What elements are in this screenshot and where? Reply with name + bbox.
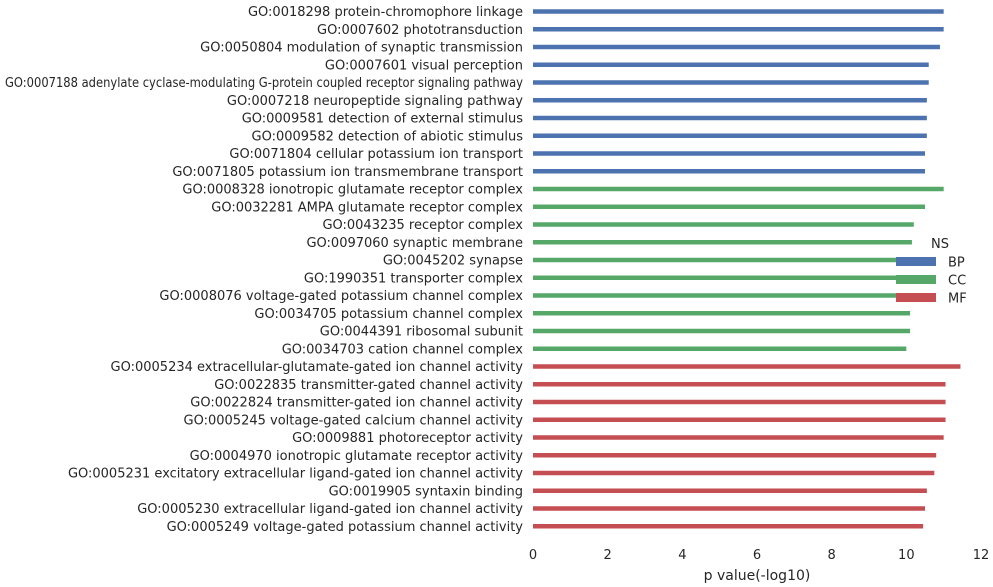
bar-bp [533,27,944,32]
category-label: GO:0005230 extracellular ligand-gated io… [137,502,523,517]
bar-bp [533,9,944,14]
bar-bp [533,115,927,121]
category-label: GO:0050804 modulation of synaptic transm… [200,41,523,56]
bar-bp [533,98,927,103]
category-label: GO:0008328 ionotropic glutamate receptor… [182,183,523,198]
bar-cc [533,275,911,280]
x-tick-label: 4 [678,548,686,563]
category-label: GO:0045202 synapse [383,254,523,269]
bar-cc [533,204,925,209]
category-label: GO:0022824 transmitter-gated ion channel… [190,396,523,411]
category-label: GO:0009581 detection of external stimulu… [242,112,524,127]
category-label: GO:0008076 voltage-gated potassium chann… [159,289,523,304]
x-tick-label: 0 [529,548,537,563]
category-label: GO:0034705 potassium channel complex [254,307,523,322]
category-label: GO:0009582 detection of abiotic stimulus [252,129,524,144]
bar-bp [533,133,927,138]
category-label: GO:0007602 phototransduction [317,23,523,38]
bar-cc [533,222,914,227]
bar-mf [533,453,937,458]
category-label: GO:0071805 potassium ion transmembrane t… [172,165,523,180]
category-label: GO:0043235 receptor complex [322,218,523,233]
bar-mf [533,470,935,476]
legend-swatch-mf [896,293,936,302]
category-label: GO:0007218 neuropeptide signaling pathwa… [227,94,523,109]
legend-entries: BP CC MF [896,256,967,307]
legend-title: NS [931,237,949,252]
legend: NS BP CC MF [896,237,967,307]
category-label: GO:0019905 syntaxin binding [329,484,523,499]
category-label: GO:1990351 transporter complex [304,271,523,286]
legend-label-mf: MF [948,292,967,307]
bar-mf [533,417,946,422]
category-label: GO:0005231 excitatory extracellular liga… [68,467,523,482]
bar-cc [533,328,911,334]
x-tick-label: 8 [828,548,836,563]
bar-cc [533,346,907,351]
category-label: GO:0004970 ionotropic glutamate receptor… [190,449,524,464]
bar-mf [533,364,961,369]
bar-cc [533,311,911,316]
x-axis: 0 2 4 6 8 10 12 [529,548,989,563]
bar-bp [533,169,925,174]
x-tick-label: 12 [973,548,990,563]
category-label: GO:0018298 protein-chromophore linkage [248,5,523,20]
bar-bp [533,62,929,67]
bar-cc [533,293,911,298]
legend-swatch-bp [896,257,936,266]
category-label: GO:0005249 voltage-gated potassium chann… [167,520,524,535]
category-label: GO:0071804 cellular potassium ion transp… [229,147,523,162]
category-label: GO:0022835 transmitter-gated channel act… [214,378,523,393]
x-tick-label: 6 [753,548,761,563]
bar-bp [533,151,925,156]
bar-mf [533,524,924,529]
bar-bp [533,80,929,85]
bars-layer [533,9,961,529]
bar-mf [533,382,946,387]
category-label: GO:0005245 voltage-gated calcium channel… [184,413,524,428]
category-label: GO:0005234 extracellular-glutamate-gated… [111,360,524,375]
legend-label-cc: CC [948,274,966,289]
category-label: GO:0097060 synaptic membrane [306,236,523,251]
bar-cc [533,240,912,245]
legend-label-bp: BP [948,256,965,271]
x-axis-title: p value(-log10) [704,568,811,584]
bar-bp [533,44,940,50]
category-labels: GO:0018298 protein-chromophore linkage GO… [5,5,523,535]
category-label: GO:0007188 adenylate cyclase-modulating … [5,76,523,91]
category-label: GO:0007601 visual perception [325,58,523,73]
bar-mf [533,488,927,493]
bar-mf [533,399,946,405]
x-tick-label: 10 [898,548,915,563]
bar-mf [533,435,944,440]
legend-swatch-cc [896,275,936,284]
bar-mf [533,506,925,511]
bar-cc [533,186,944,192]
category-label: GO:0034703 cation channel complex [282,342,524,357]
bar-cc [533,257,911,263]
category-label: GO:0044391 ribosomal subunit [320,325,523,340]
category-label: GO:0032281 AMPA glutamate receptor compl… [211,200,523,215]
x-tick-label: 2 [604,548,612,563]
category-label: GO:0009881 photoreceptor activity [292,431,523,446]
